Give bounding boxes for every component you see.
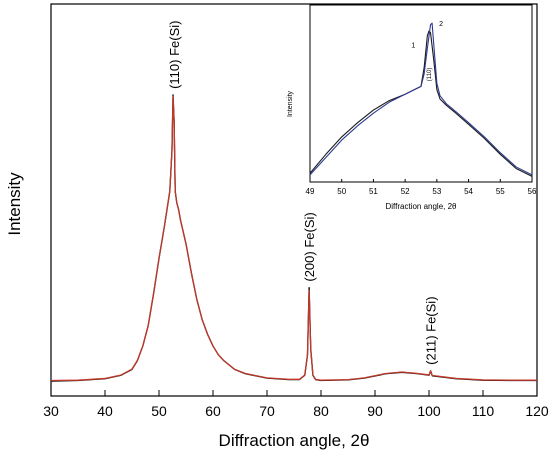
x-tick-label: 49 (306, 187, 315, 196)
inset-y-axis-label: Intensity (287, 90, 294, 117)
main-plot-frame (50, 3, 538, 397)
inset-background (309, 4, 533, 183)
x-tick-label: 100 (417, 403, 441, 419)
x-tick-label: 70 (259, 403, 275, 419)
series-line-1 (309, 30, 533, 177)
inset-labels: 1 2 (110) (411, 21, 443, 81)
inset-x-axis-label: Diffraction angle, 2θ (385, 202, 457, 211)
x-tick-label: 56 (528, 187, 537, 196)
x-tick-label: 55 (496, 187, 505, 196)
annotation-label: (211) Fe(Si) (424, 296, 439, 364)
main-series-group (50, 94, 537, 382)
annotation-label: (110) Fe(Si) (167, 21, 182, 89)
main-x-ticks: 30 40 50 60 70 80 90 100 110 120 (43, 390, 549, 419)
main-y-axis-label: Intensity (5, 172, 24, 236)
x-tick-label: 51 (369, 187, 378, 196)
x-tick-label: 110 (472, 403, 495, 419)
annotation-label: 2 (439, 21, 443, 28)
x-tick-label: 54 (464, 187, 473, 196)
x-tick-label: 30 (43, 403, 59, 419)
x-tick-label: 50 (151, 403, 167, 419)
x-tick-label: 50 (337, 187, 346, 196)
x-tick-label: 53 (432, 187, 441, 196)
inset-x-ticks: 49 50 51 52 53 54 55 56 (306, 179, 537, 196)
x-tick-label: 40 (97, 403, 113, 419)
annotation-label: (200) Fe(Si) (302, 212, 317, 281)
x-tick-label: 120 (525, 403, 549, 419)
x-tick-label: 60 (205, 403, 221, 419)
series-line-2 (50, 95, 537, 382)
x-tick-label: 52 (401, 187, 410, 196)
annotation-label: 1 (411, 42, 415, 49)
annotation-label: (110) (427, 68, 433, 82)
series-line-2 (309, 22, 533, 176)
x-tick-label: 80 (313, 403, 329, 419)
inset-series-group (309, 22, 533, 177)
main-x-axis-label: Diffraction angle, 2θ (219, 431, 370, 450)
x-tick-label: 90 (367, 403, 383, 419)
main-peak-labels: (110) Fe(Si) (200) Fe(Si) (211) Fe(Si) (167, 21, 439, 365)
